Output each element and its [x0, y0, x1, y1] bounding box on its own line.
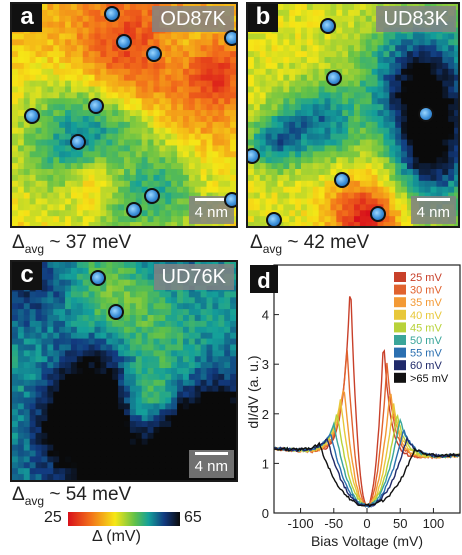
panel-label: d: [257, 268, 270, 293]
impurity-marker: [418, 106, 434, 122]
legend-entry: 60 mV: [410, 360, 442, 372]
y-tick-label: 1: [262, 456, 269, 471]
colorbar-axis-label: Δ (mV): [92, 528, 141, 545]
impurity-marker: [320, 18, 336, 34]
impurity-marker: [334, 172, 350, 188]
gap-map-panel-a: a OD87K 4 nm: [10, 2, 238, 228]
delta-avg-a: Δavg ~ 37 meV: [12, 232, 132, 256]
legend-swatch: [394, 284, 406, 295]
impurity-marker: [266, 212, 282, 226]
impurity-marker: [104, 6, 120, 22]
x-tick-label: 50: [393, 516, 407, 531]
impurity-marker: [88, 98, 104, 114]
x-axis-label: Bias Voltage (mV): [311, 533, 423, 549]
sample-tag: OD87K: [152, 6, 234, 32]
legend-entry: 50 mV: [410, 335, 442, 347]
scale-bar: 4 nm: [410, 196, 456, 224]
impurity-marker: [90, 270, 106, 286]
impurity-marker: [108, 304, 124, 320]
impurity-marker: [326, 70, 342, 86]
gap-map-panel-c: c UD76K 4 nm: [10, 260, 238, 482]
y-tick-label: 3: [262, 357, 269, 372]
impurity-marker: [144, 188, 160, 204]
impurity-marker: [224, 30, 236, 46]
legend-swatch: [394, 335, 406, 345]
colorbar-max-label: 65: [184, 509, 202, 526]
y-axis-label: dI/dV (a. u.): [248, 355, 261, 428]
impurity-marker: [70, 134, 86, 150]
sample-tag: UD76K: [153, 264, 234, 290]
colorbar: [68, 512, 180, 526]
impurity-marker: [224, 192, 236, 208]
panel-label: c: [12, 262, 42, 290]
legend-swatch: [394, 360, 406, 371]
legend-entry: 25 mV: [410, 272, 442, 284]
impurity-marker: [116, 34, 132, 50]
delta-avg-c: Δavg ~ 54 meV: [12, 484, 132, 508]
gap-map-panel-b: b UD83K 4 nm: [246, 2, 460, 228]
colorbar-min-label: 25: [44, 509, 62, 526]
spectrum-line: [273, 441, 461, 508]
x-tick-label: 100: [423, 516, 445, 531]
plot-frame: [273, 264, 461, 514]
legend-entry: 35 mV: [410, 297, 442, 309]
sample-tag: UD83K: [375, 6, 456, 32]
panel-label: a: [12, 4, 42, 32]
scale-bar: 4 nm: [188, 450, 234, 478]
delta-avg-b: Δavg ~ 42 meV: [250, 232, 370, 256]
gap-map-image: [12, 262, 236, 480]
spectra-plot-panel-d: -100 -50 0 50 100 0 1 2 3 4 25 mV 30 mV 35 mV 40 mV 4…: [245, 262, 462, 550]
x-tick-label: -100: [288, 516, 314, 531]
impurity-marker: [146, 46, 162, 62]
legend-swatch: [394, 322, 406, 333]
legend-entry: 45 mV: [410, 322, 442, 334]
legend-swatch: [394, 272, 406, 282]
legend-entry: 55 mV: [410, 348, 442, 360]
legend-swatch: [394, 347, 406, 358]
impurity-marker: [24, 108, 40, 124]
legend-entry: >65 mV: [410, 373, 449, 385]
x-tick-label: -50: [324, 516, 343, 531]
y-tick-label: 4: [262, 308, 269, 323]
impurity-marker: [370, 206, 386, 222]
y-tick-label: 0: [262, 506, 269, 521]
impurity-marker: [126, 202, 142, 218]
legend-entry: 40 mV: [410, 310, 442, 322]
legend-swatch: [394, 309, 406, 320]
y-tick-label: 2: [262, 407, 269, 422]
panel-label: b: [248, 4, 278, 32]
impurity-marker: [248, 148, 260, 164]
legend-swatch: [394, 297, 406, 308]
legend-swatch: [394, 372, 406, 383]
legend-entry: 30 mV: [410, 285, 442, 297]
x-tick-label: 0: [363, 516, 370, 531]
panel-label-box: [250, 265, 278, 293]
